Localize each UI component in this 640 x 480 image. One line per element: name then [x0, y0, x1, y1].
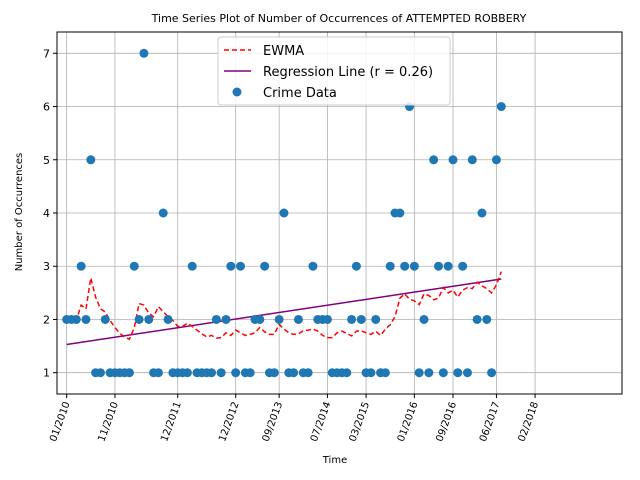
crime-data-point: [207, 368, 217, 378]
crime-data-point: [269, 368, 279, 378]
crime-data-point: [216, 368, 226, 378]
crime-data-point: [467, 155, 477, 165]
crime-data-point: [182, 368, 192, 378]
regression-line-series: [66, 278, 502, 346]
crime-data-point: [308, 261, 318, 271]
crime-data-point: [139, 48, 149, 58]
y-tick-label: 4: [43, 207, 50, 220]
crime-data-point: [395, 208, 405, 218]
legend-box: [217, 36, 451, 106]
crime-data-point: [385, 261, 395, 271]
crime-data-point: [260, 261, 270, 271]
y-tick-label: 6: [43, 101, 50, 114]
crime-data-point: [380, 368, 390, 378]
crime-data-point: [458, 261, 468, 271]
crime-data-point: [400, 261, 410, 271]
crime-data-point: [482, 314, 492, 324]
crime-data-point: [231, 368, 241, 378]
y-axis-label: Number of Occurrences: [14, 153, 25, 272]
chart-title: Time Series Plot of Number of Occurrence…: [151, 12, 527, 25]
crime-data-point: [236, 261, 246, 271]
crime-data-point: [100, 314, 110, 324]
crime-data-point: [491, 155, 501, 165]
crime-data-point: [71, 314, 81, 324]
crime-data-point: [443, 261, 453, 271]
crime-data-point: [95, 368, 105, 378]
crime-data-point: [462, 368, 472, 378]
crime-data-point: [371, 314, 381, 324]
crime-data-point: [86, 155, 96, 165]
crime-data-point: [496, 102, 506, 112]
crime-data-point: [187, 261, 197, 271]
crime-data-point: [366, 368, 376, 378]
crime-data-point: [76, 261, 86, 271]
legend-regression-label: Regression Line (r = 0.26): [263, 65, 433, 80]
crime-data-point: [81, 314, 91, 324]
legend-crime-data-swatch: [232, 87, 242, 97]
crime-data-point: [477, 208, 487, 218]
ewma-line: [66, 271, 503, 341]
crime-data-point: [303, 368, 313, 378]
crime-data-point: [322, 314, 332, 324]
crime-data-point: [226, 261, 236, 271]
legend-ewma-label: EWMA: [263, 44, 304, 59]
crime-data-point: [129, 261, 139, 271]
crime-data-point: [274, 314, 284, 324]
crime-data-point: [245, 368, 255, 378]
y-tick-label: 3: [43, 260, 50, 273]
crime-data-point: [409, 261, 419, 271]
crime-data-point: [448, 155, 458, 165]
crime-data-point: [472, 314, 482, 324]
crime-data-point: [356, 314, 366, 324]
y-tick-label: 5: [43, 154, 50, 167]
crime-data-point: [424, 368, 434, 378]
regression-line: [66, 278, 502, 346]
crime-data-point: [211, 314, 221, 324]
crime-data-point: [158, 208, 168, 218]
crime-data-point: [124, 368, 134, 378]
y-axis-ticks: 1 2 3 4 5 6 7: [43, 47, 57, 380]
ewma-series: [66, 271, 503, 341]
crime-data-series: [62, 48, 506, 378]
crime-data-point: [487, 368, 497, 378]
y-tick-label: 7: [43, 47, 50, 60]
crime-data-point: [414, 368, 424, 378]
crime-data-point: [433, 261, 443, 271]
crime-data-point: [342, 368, 352, 378]
crime-data-point: [429, 155, 439, 165]
crime-data-point: [134, 314, 144, 324]
crime-data-point: [438, 368, 448, 378]
crime-data-point: [347, 314, 357, 324]
legend-crime-data-label: Crime Data: [263, 86, 337, 101]
crime-data-point: [419, 314, 429, 324]
crime-data-point: [255, 314, 265, 324]
crime-data-point: [153, 368, 163, 378]
grid: [57, 32, 622, 394]
crime-data-point: [351, 261, 361, 271]
crime-data-point: [279, 208, 289, 218]
crime-data-point: [144, 314, 154, 324]
crime-data-point: [163, 314, 173, 324]
x-axis-label: Time: [322, 455, 347, 466]
crime-data-point: [453, 368, 463, 378]
legend: EWMA Regression Line (r = 0.26) Crime Da…: [217, 36, 451, 106]
crime-data-point: [221, 314, 231, 324]
y-tick-label: 1: [43, 367, 50, 380]
crime-data-point: [293, 314, 303, 324]
y-tick-label: 2: [43, 313, 50, 326]
crime-data-point: [289, 368, 299, 378]
